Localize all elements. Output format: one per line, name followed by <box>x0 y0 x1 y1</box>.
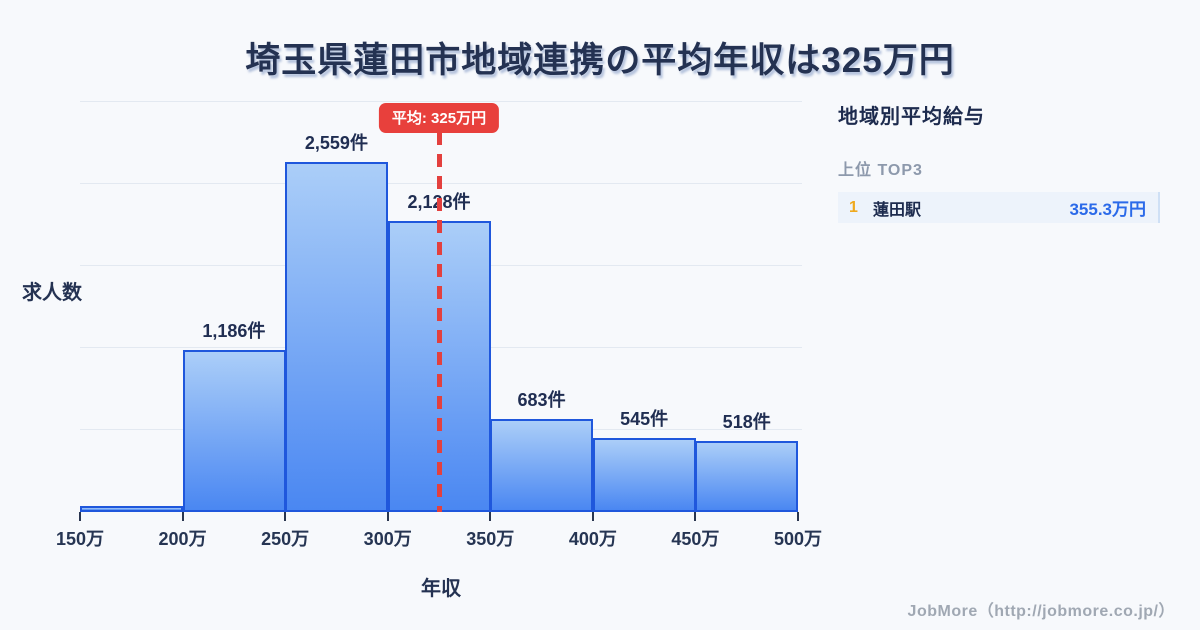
ranking-list: 1 蓮田駅 355.3万円 <box>838 192 1160 223</box>
x-axis-tick <box>284 512 287 521</box>
x-axis-tick <box>489 512 492 521</box>
x-axis-tick <box>386 512 389 521</box>
x-axis-title: 年収 <box>421 578 461 600</box>
bar-value-label: 683件 <box>517 389 566 410</box>
x-axis-tick-label: 250万 <box>261 529 310 549</box>
histogram-bar <box>182 349 286 512</box>
salary-value: 355.3万円 <box>1069 200 1146 219</box>
bar-value-label: 518件 <box>722 412 771 433</box>
y-axis-title: 求人数 <box>22 282 82 304</box>
histogram-bar <box>490 418 594 512</box>
histogram-bar <box>592 437 696 512</box>
average-line <box>436 132 442 512</box>
footer-credit: JobMore（http://jobmore.co.jp/） <box>907 603 1175 620</box>
page-title: 埼玉県蓮田市地域連携の平均年収は325万円 <box>245 41 955 80</box>
histogram-bar <box>695 441 799 512</box>
bar-value-label: 1,186件 <box>202 320 266 341</box>
sidebar-title: 地域別平均給与 <box>838 106 985 128</box>
x-axis-tick-label: 500万 <box>773 529 823 549</box>
x-axis-tick-label: 400万 <box>568 529 617 549</box>
histogram-bar <box>285 162 389 512</box>
x-axis-tick-label: 450万 <box>671 529 720 549</box>
rank-number: 1 <box>849 198 858 216</box>
bar-value-label: 2,559件 <box>304 133 368 154</box>
x-axis-tick <box>694 512 697 521</box>
x-axis-tick-label: 350万 <box>466 529 515 549</box>
ranking-row: 1 蓮田駅 355.3万円 <box>838 192 1160 223</box>
bar-value-label: 545件 <box>620 408 669 429</box>
average-badge: 平均: 325万円 <box>378 103 500 133</box>
gridline <box>80 101 802 102</box>
x-axis-tick <box>797 512 799 521</box>
x-axis-tick-label: 300万 <box>363 529 412 549</box>
histogram-bar <box>80 506 184 512</box>
x-axis-tick <box>79 512 81 521</box>
x-axis-tick-label: 200万 <box>158 529 207 549</box>
station-name: 蓮田駅 <box>873 201 922 219</box>
plot-area: 1,186件2,559件2,128件683件545件518件150万200万25… <box>56 101 822 549</box>
sidebar: 地域別平均給与 上位 TOP3 1 蓮田駅 355.3万円 <box>838 100 1160 223</box>
x-axis-tick-label: 150万 <box>55 529 105 549</box>
x-axis-tick <box>591 512 594 521</box>
x-axis-tick <box>181 512 184 521</box>
sidebar-subtitle: 上位 TOP3 <box>838 162 923 179</box>
